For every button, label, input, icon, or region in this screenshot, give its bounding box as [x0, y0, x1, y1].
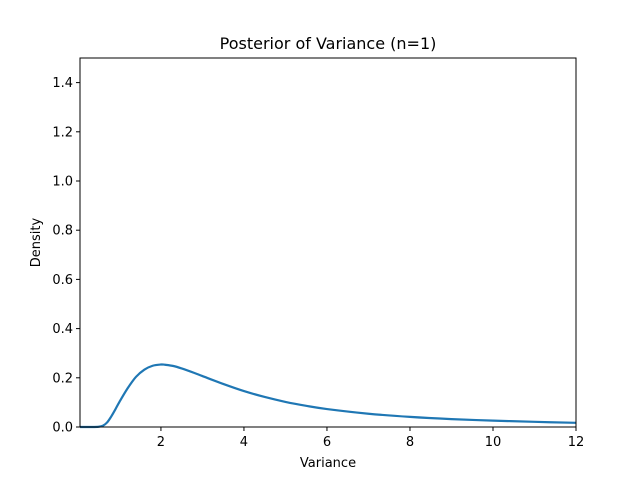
x-axis-label: Variance — [300, 456, 356, 471]
x-tick-label: 12 — [568, 435, 585, 450]
plot-frame — [79, 57, 577, 428]
x-tick-label: 2 — [157, 435, 165, 450]
y-axis-label: Density — [29, 217, 44, 267]
y-axis-ticks: 0.0 0.2 0.4 0.6 0.8 1.0 1.2 1.4 — [52, 76, 80, 436]
y-tick-label: 0.6 — [52, 273, 73, 288]
y-tick-label: 0.0 — [52, 421, 73, 436]
x-tick-label: 10 — [485, 435, 502, 450]
y-tick-label: 1.4 — [52, 76, 73, 91]
chart-title: Posterior of Variance (n=1) — [220, 34, 437, 53]
y-tick-label: 0.4 — [52, 322, 73, 337]
y-tick-label: 1.0 — [52, 175, 73, 190]
x-tick-label: 6 — [323, 435, 331, 450]
y-tick-label: 1.2 — [52, 125, 73, 140]
x-tick-label: 4 — [240, 435, 248, 450]
y-tick-label: 0.2 — [52, 371, 73, 386]
y-tick-label: 0.8 — [52, 224, 73, 239]
x-tick-label: 8 — [406, 435, 414, 450]
x-axis-ticks: 2 4 6 8 10 12 — [157, 427, 584, 450]
density-curve — [79, 363, 577, 429]
